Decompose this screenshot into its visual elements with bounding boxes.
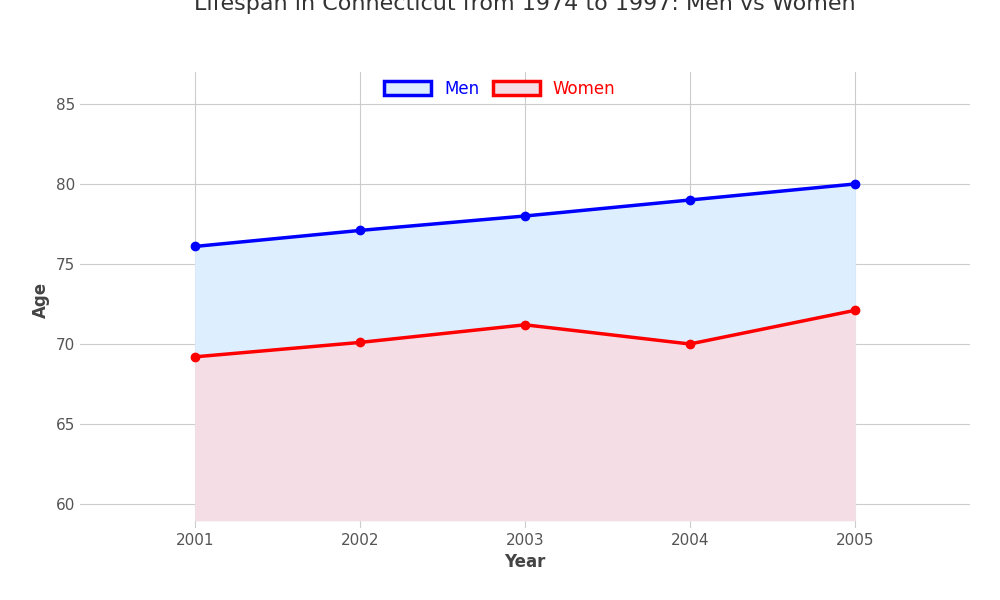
Legend: Men, Women: Men, Women bbox=[376, 71, 624, 106]
Title: Lifespan in Connecticut from 1974 to 1997: Men vs Women: Lifespan in Connecticut from 1974 to 199… bbox=[194, 0, 856, 13]
Y-axis label: Age: Age bbox=[32, 282, 50, 318]
X-axis label: Year: Year bbox=[504, 553, 546, 571]
